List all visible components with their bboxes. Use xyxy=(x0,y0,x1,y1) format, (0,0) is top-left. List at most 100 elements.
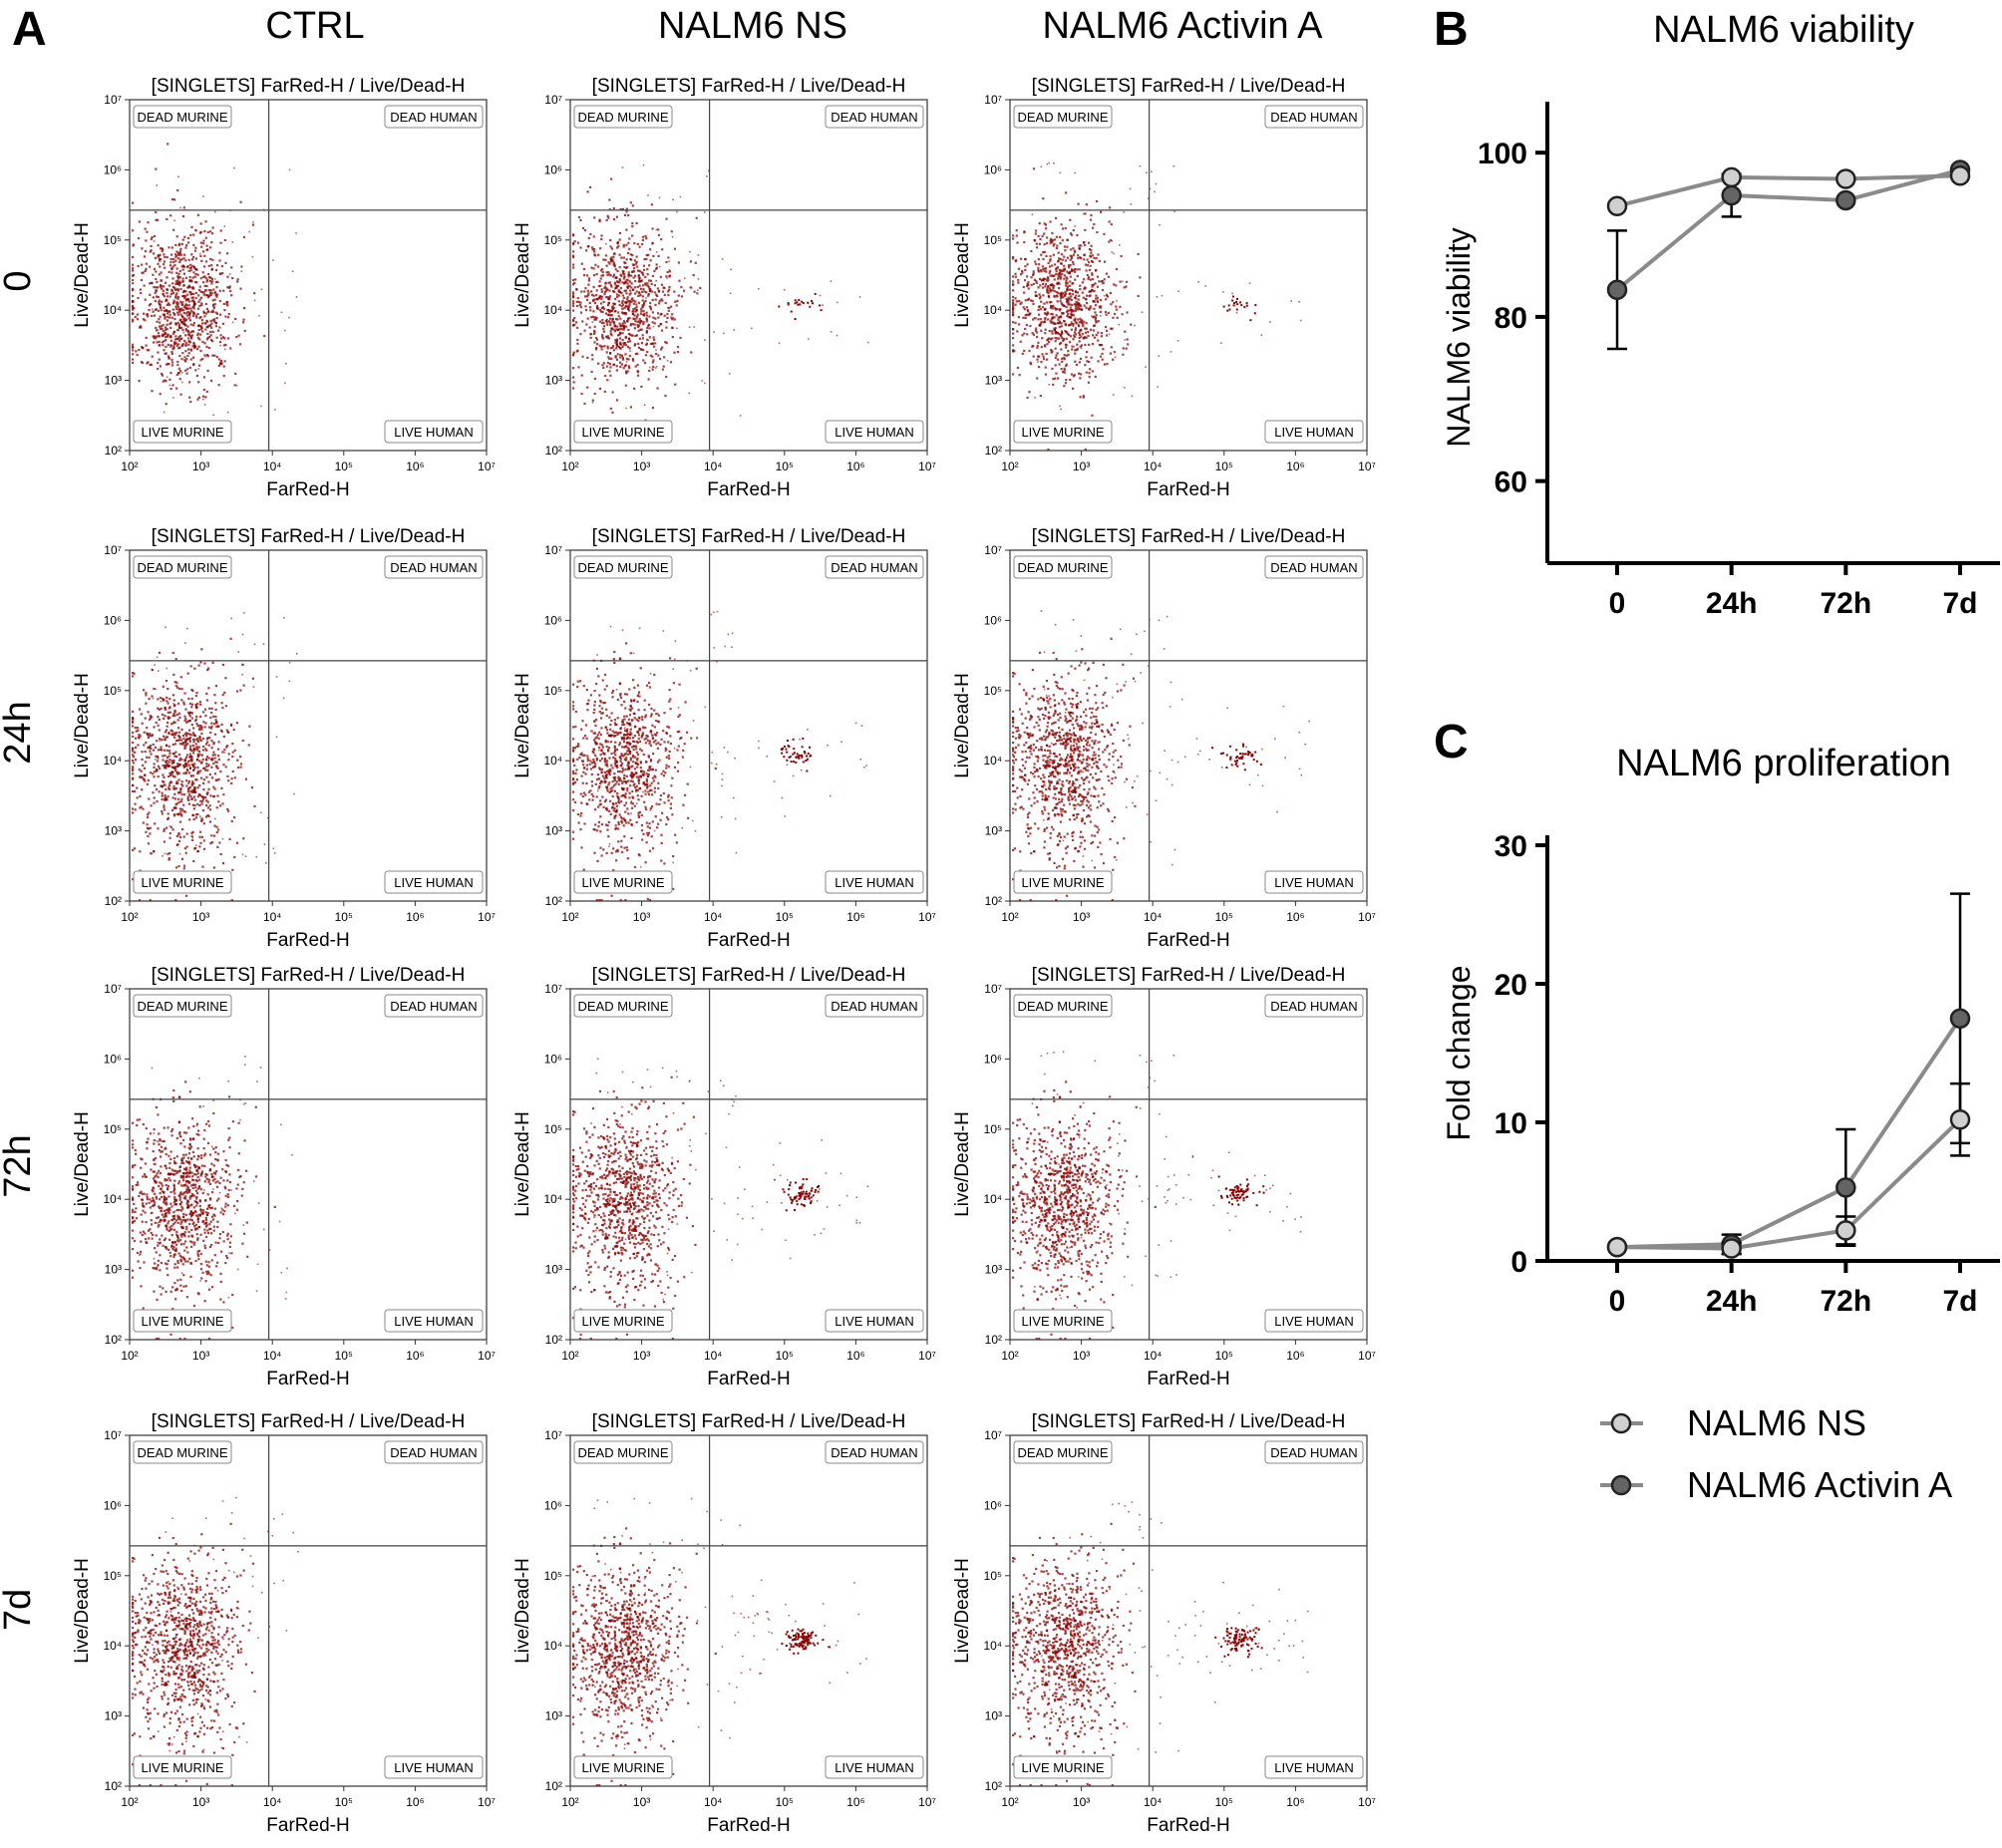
flow-dot xyxy=(165,336,167,339)
flow-dot xyxy=(210,840,214,844)
flow-dot xyxy=(1139,164,1142,167)
flow-dot xyxy=(640,829,644,832)
flow-dot xyxy=(174,770,177,772)
flow-dot xyxy=(652,741,655,744)
flow-dot xyxy=(615,780,619,783)
flow-dot xyxy=(613,806,616,810)
flow-dot xyxy=(133,307,136,310)
flow-dot xyxy=(1058,271,1061,274)
flow-dot xyxy=(1040,346,1043,349)
flow-dot xyxy=(663,293,666,296)
flow-dot xyxy=(183,295,186,298)
flow-dot xyxy=(1050,301,1053,304)
flow-dot xyxy=(640,794,643,797)
flow-dot xyxy=(621,762,624,766)
flow-dot xyxy=(180,302,183,306)
flow-dot xyxy=(1023,279,1027,282)
flow-dot xyxy=(609,374,612,377)
flow-dot xyxy=(614,339,617,342)
flow-dot xyxy=(597,786,600,789)
flow-dot xyxy=(1033,239,1037,242)
flow-dot xyxy=(1020,273,1023,276)
flow-dot xyxy=(652,316,655,319)
flow-dot xyxy=(633,717,636,720)
flow-dot xyxy=(178,820,181,823)
flow-dot xyxy=(1070,233,1074,236)
flow-dot xyxy=(1064,226,1067,230)
flow-dot xyxy=(182,284,185,287)
flow-dot xyxy=(191,689,194,693)
flow-dot xyxy=(653,284,656,287)
flow-dot xyxy=(582,770,585,773)
flow-dot xyxy=(611,308,615,311)
flow-dot xyxy=(172,673,175,676)
flow-dot xyxy=(1089,278,1092,281)
flow-dot xyxy=(222,302,225,306)
flow-dot xyxy=(1019,340,1022,343)
flow-dot xyxy=(288,662,291,664)
flow-dot xyxy=(587,699,590,702)
flow-dot xyxy=(1075,294,1078,297)
flow-dot xyxy=(598,387,601,390)
flow-dot xyxy=(206,230,209,234)
flow-x-axis-label: FarRed-H xyxy=(266,930,349,951)
flow-dot xyxy=(183,758,186,761)
flow-dot xyxy=(597,737,600,740)
flow-dot xyxy=(202,847,206,850)
flow-dot xyxy=(1028,349,1031,353)
flow-dot xyxy=(580,392,583,396)
flow-dot xyxy=(222,764,225,767)
flow-dot xyxy=(616,796,620,799)
flow-dot xyxy=(625,846,628,849)
flow-dot xyxy=(1072,314,1076,317)
flow-dot xyxy=(648,327,651,330)
flow-dot xyxy=(216,767,219,770)
flow-dot xyxy=(178,852,181,855)
flow-dot xyxy=(621,781,624,784)
flow-dot xyxy=(143,731,146,734)
flow-dot xyxy=(1236,297,1238,300)
flow-dot xyxy=(204,302,207,306)
flow-dot xyxy=(186,368,189,371)
flow-dot xyxy=(613,363,616,366)
flow-dot xyxy=(195,747,199,750)
flow-dot xyxy=(236,280,239,283)
flow-dot xyxy=(162,685,165,688)
flow-dot xyxy=(603,345,606,348)
flow-dot xyxy=(609,407,612,410)
flow-dot xyxy=(1064,382,1068,385)
flow-dot xyxy=(1116,316,1119,319)
flow-dot xyxy=(210,280,214,283)
flow-dot xyxy=(189,745,192,748)
flow-dot xyxy=(1054,377,1057,380)
flow-dot xyxy=(132,318,135,321)
flow-dot xyxy=(619,347,622,350)
flow-dot xyxy=(214,294,217,297)
flow-dot xyxy=(631,254,634,257)
flow-dot xyxy=(171,722,174,725)
flow-dot xyxy=(1056,331,1059,335)
flow-dot xyxy=(611,789,614,792)
flow-dot xyxy=(215,317,218,320)
y-tick-label: 10² xyxy=(545,444,562,458)
flow-dot xyxy=(136,313,139,316)
flow-dot xyxy=(227,759,230,762)
flow-dot xyxy=(161,300,164,303)
flow-dot xyxy=(605,289,608,292)
flow-dot xyxy=(624,341,627,345)
flow-dot xyxy=(1064,290,1067,293)
flow-dot xyxy=(235,336,238,339)
flow-dot xyxy=(1048,341,1051,344)
flow-dot xyxy=(1078,294,1081,297)
flow-dot xyxy=(692,274,695,277)
flow-dot xyxy=(165,339,167,342)
flow-dot xyxy=(1049,269,1052,272)
flow-dot xyxy=(1100,210,1103,213)
flow-dot xyxy=(169,253,172,256)
flow-dot xyxy=(613,661,616,664)
flow-dot xyxy=(636,371,640,374)
flow-dot xyxy=(144,298,147,301)
flow-dot xyxy=(657,714,660,717)
flow-dot xyxy=(160,284,163,287)
flow-dot xyxy=(1036,346,1039,349)
